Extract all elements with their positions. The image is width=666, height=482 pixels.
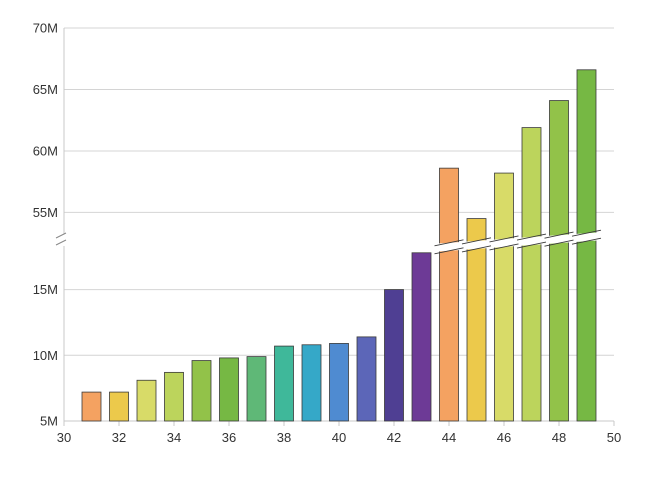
y-axis-break-mark — [55, 232, 67, 239]
bar — [301, 344, 322, 422]
bar — [466, 218, 487, 422]
bar — [549, 100, 569, 422]
bar — [109, 391, 129, 422]
bar — [136, 379, 157, 422]
bar — [439, 167, 459, 422]
bar — [274, 345, 294, 422]
bar — [521, 127, 542, 422]
bar-break-line — [461, 245, 492, 253]
bar-break-line — [516, 233, 547, 241]
y-tick-label: 55M — [33, 205, 58, 220]
y-tick-label: 60M — [33, 143, 58, 158]
bar — [329, 343, 349, 422]
axis-break — [55, 229, 604, 255]
bar-break-line — [489, 243, 519, 251]
bar — [411, 252, 432, 422]
x-tick-label: 34 — [167, 430, 181, 445]
bar-break-line — [544, 239, 574, 247]
y-tick-label: 15M — [33, 282, 58, 297]
grid — [64, 27, 614, 422]
bar-break-line — [461, 237, 492, 245]
bar — [219, 357, 239, 422]
tick-labels: 5M 10M 15M 55M 60M 65M 70M 30 32 34 36 38 40 42 44 46 48… — [33, 21, 622, 446]
bar-break-line — [571, 237, 602, 245]
bar — [384, 289, 404, 422]
x-tick-label: 44 — [442, 430, 456, 445]
x-tick-label: 40 — [332, 430, 346, 445]
x-tick-label: 36 — [222, 430, 236, 445]
bar-break-line — [434, 239, 464, 247]
y-tick-label: 5M — [40, 414, 58, 429]
x-tick-label: 42 — [387, 430, 401, 445]
bar — [356, 336, 377, 422]
x-tick-label: 32 — [112, 430, 126, 445]
bar — [164, 371, 184, 422]
bar — [576, 69, 597, 422]
break-band — [431, 232, 604, 252]
x-tick-label: 38 — [277, 430, 291, 445]
y-tick-label: 70M — [33, 21, 58, 36]
bar — [246, 356, 267, 422]
y-tick-label: 65M — [33, 82, 58, 97]
y-axis-break-mark — [55, 239, 67, 246]
bar-break-line — [489, 235, 519, 243]
bar-break-line — [434, 247, 464, 255]
y-tick-label: 10M — [33, 348, 58, 363]
bars — [81, 69, 597, 422]
x-tick-label: 48 — [552, 430, 566, 445]
x-tick-label: 30 — [57, 430, 71, 445]
x-tick-label: 46 — [497, 430, 511, 445]
x-tick-label: 50 — [607, 430, 621, 445]
bar-break-line — [516, 241, 547, 249]
bar-break-line — [571, 229, 602, 237]
bar — [191, 360, 212, 422]
bar — [494, 172, 514, 422]
bar — [81, 391, 102, 422]
bar-break-line — [544, 231, 574, 239]
